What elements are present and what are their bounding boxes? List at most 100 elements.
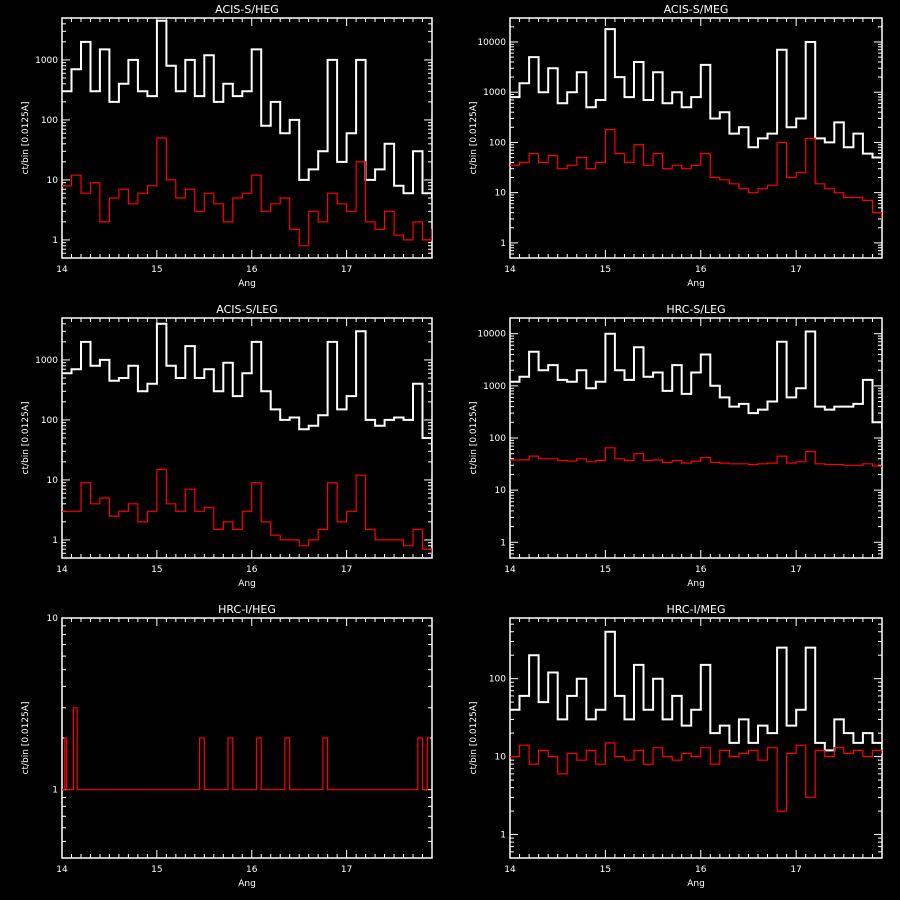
- data-point: [767, 184, 768, 186]
- data-point: [576, 678, 578, 680]
- data-point: [557, 460, 559, 461]
- data-point: [795, 118, 797, 119]
- data-point: [142, 789, 144, 791]
- data-point: [336, 408, 338, 410]
- series-2: [62, 137, 432, 247]
- data-point: [614, 153, 616, 155]
- data-point: [585, 168, 587, 170]
- chart-panel-5: HRC-I/HEG Ang ct/bin [0.0125A] 14 15 16 17 1 10: [21, 603, 433, 889]
- data-point: [862, 463, 864, 465]
- data-point: [99, 359, 101, 361]
- data-point: [203, 789, 205, 791]
- data-point: [71, 68, 72, 70]
- data-point: [719, 396, 721, 398]
- data-point: [90, 789, 91, 791]
- data-point: [719, 462, 721, 464]
- x-tick-label: 16: [695, 265, 707, 275]
- data-point: [184, 789, 186, 791]
- data-point: [576, 759, 578, 761]
- data-point: [728, 742, 730, 744]
- data-point: [510, 164, 511, 166]
- data-point: [355, 161, 357, 163]
- data-point: [652, 372, 654, 373]
- data-point: [194, 789, 196, 791]
- data-point: [384, 539, 386, 541]
- data-point: [156, 20, 158, 22]
- data-point: [422, 192, 423, 194]
- y-axis-label: ct/bin [0.0125A]: [21, 102, 31, 175]
- data-point: [852, 197, 854, 198]
- data-point: [251, 789, 253, 791]
- data-point: [538, 369, 540, 371]
- data-point: [412, 150, 414, 152]
- data-point: [346, 210, 348, 212]
- data-point: [814, 406, 816, 408]
- data-point: [805, 647, 807, 649]
- data-point: [165, 503, 167, 505]
- data-point: [843, 464, 845, 466]
- data-point: [374, 228, 376, 230]
- data-point: [232, 197, 234, 199]
- data-point: [62, 510, 63, 512]
- data-point: [203, 368, 205, 370]
- data-point: [709, 118, 711, 119]
- data-point: [690, 372, 692, 373]
- data-point: [824, 464, 826, 465]
- data-point: [279, 789, 281, 791]
- data-point: [633, 749, 635, 751]
- data-point: [643, 376, 644, 378]
- data-point: [393, 789, 395, 791]
- series-1: [62, 19, 432, 199]
- y-tick-label: 1000: [483, 382, 506, 392]
- data-point: [510, 381, 511, 383]
- data-point: [862, 153, 864, 155]
- x-axis-label: Ang: [238, 279, 256, 289]
- data-point: [776, 49, 778, 51]
- data-point: [346, 789, 348, 791]
- y-tick-label: 100: [489, 675, 506, 685]
- data-point: [260, 521, 262, 523]
- data-point: [738, 126, 740, 128]
- data-point: [805, 137, 807, 139]
- data-point: [595, 381, 597, 383]
- data-point: [66, 789, 68, 791]
- data-point: [719, 725, 721, 727]
- data-point: [547, 364, 549, 366]
- data-point: [355, 474, 357, 476]
- data-point: [585, 387, 587, 389]
- data-point: [728, 756, 730, 758]
- data-point: [872, 465, 873, 467]
- data-point: [538, 161, 540, 163]
- data-point: [528, 351, 530, 353]
- data-point: [431, 197, 432, 199]
- data-point: [422, 548, 423, 550]
- data-point: [881, 428, 882, 430]
- x-tick-label: 15: [600, 265, 611, 275]
- data-point: [528, 455, 530, 457]
- data-point: [156, 468, 158, 470]
- data-point: [90, 90, 91, 92]
- data-point: [412, 528, 414, 530]
- data-point: [165, 789, 167, 791]
- data-point: [232, 395, 234, 397]
- data-point: [213, 101, 215, 103]
- data-point: [843, 146, 845, 148]
- chart-panel-1: ACIS-S/HEG Ang ct/bin [0.0125A] 14 15 16 17 1 10…: [21, 3, 433, 289]
- series-line: [510, 129, 882, 219]
- data-point: [393, 539, 395, 541]
- data-point: [662, 718, 664, 720]
- data-point: [355, 789, 357, 791]
- data-point: [585, 718, 587, 720]
- data-point: [757, 463, 759, 465]
- x-tick-label: 14: [504, 865, 516, 875]
- series-2: [510, 742, 882, 812]
- data-point: [251, 48, 253, 50]
- data-point: [595, 460, 597, 461]
- data-point: [232, 789, 234, 791]
- data-point: [203, 192, 205, 194]
- data-point: [251, 341, 253, 343]
- data-point: [843, 752, 845, 754]
- data-point: [346, 132, 348, 134]
- data-point: [624, 161, 625, 163]
- data-point: [146, 95, 148, 97]
